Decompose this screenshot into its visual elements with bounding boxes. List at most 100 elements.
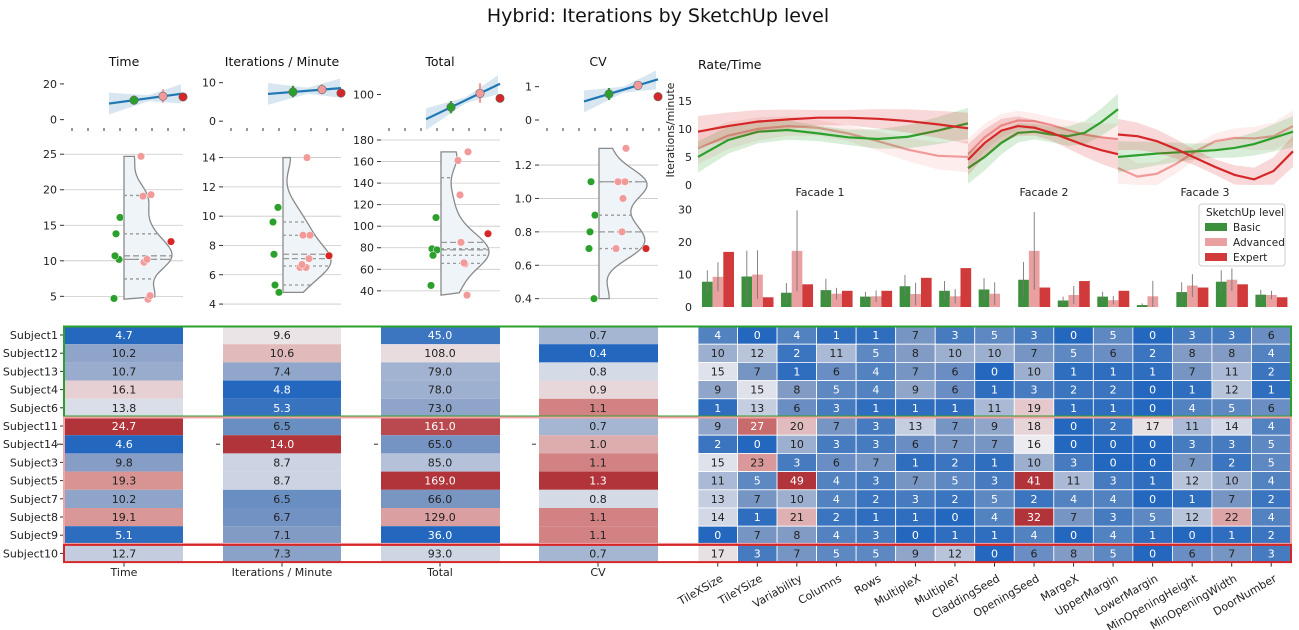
param-cell-value: 8 (1070, 547, 1077, 560)
param-cell-value: 11 (1225, 365, 1239, 378)
metric-cell-value: 8.7 (273, 475, 291, 488)
param-cell-value: 5 (754, 475, 761, 488)
violin-shape (282, 156, 332, 294)
bar-expert (1276, 297, 1288, 307)
metric-cell (381, 544, 500, 563)
param-cell-value: 0 (912, 529, 919, 542)
param-cell-value: 10 (1225, 475, 1239, 488)
param-cell-value: 4 (833, 529, 840, 542)
point-advanced (145, 291, 155, 300)
param-cell-value: 18 (1027, 420, 1041, 433)
param-cell-value: 10 (988, 347, 1002, 360)
metric-cell (539, 435, 658, 454)
param-cell-value: 6 (912, 438, 919, 451)
metric-cell (381, 526, 500, 545)
subject-label: Subject12 (3, 347, 58, 360)
param-cell-value: 17 (711, 547, 725, 560)
param-cell-value: 1 (1149, 529, 1156, 542)
point-advanced (456, 238, 466, 247)
param-cell-value: 12 (750, 347, 764, 360)
bar-advanced (1226, 279, 1238, 307)
param-cell-value: 5 (1268, 438, 1275, 451)
point-advanced (621, 144, 631, 153)
param-cell-value: 15 (750, 384, 764, 397)
y-tick-label: 4 (209, 298, 216, 311)
regression-line (267, 87, 342, 96)
param-cell-value: 6 (1268, 402, 1275, 415)
bar-expert (1039, 287, 1051, 307)
param-cell-value: 7 (1228, 493, 1235, 506)
param-cell-value: 7 (1070, 511, 1077, 524)
y-tick-label: 40 (360, 285, 374, 298)
param-cell-value: 6 (1110, 347, 1117, 360)
param-cell-value: 0 (1110, 456, 1117, 469)
metric-cell (539, 417, 658, 436)
param-cell-value: 8 (793, 529, 800, 542)
param-cell-value: 1 (793, 365, 800, 378)
param-cell-value: 12 (948, 547, 962, 560)
point-advanced (142, 255, 152, 264)
y-tick-label: 15 (43, 219, 57, 232)
param-cell-value: 15 (711, 365, 725, 378)
legend-box (1198, 203, 1286, 267)
param-cell-value: 7 (1189, 456, 1196, 469)
param-cell-value: 4 (1268, 347, 1275, 360)
regression-line (583, 78, 659, 103)
y-tick-label: 120 (353, 199, 374, 212)
bar-expert (881, 290, 893, 307)
metric-cell (223, 526, 341, 545)
y-tick-label: 0.8 (515, 226, 533, 239)
param-cell-value: 0 (1110, 438, 1117, 451)
param-cell-value: 7 (754, 365, 761, 378)
param-cell-value: 1 (991, 456, 998, 469)
metric-cell (539, 526, 658, 545)
parameter-label: TileXSize (675, 572, 725, 609)
point-advanced (455, 190, 465, 199)
point-advanced (463, 147, 473, 156)
panel-title: Time (108, 54, 140, 69)
param-cell-value: 5 (1228, 402, 1235, 415)
metric-cell (223, 417, 341, 436)
metric-cell (64, 435, 183, 454)
metric-cell-value: 1.1 (589, 529, 607, 542)
param-cell-value: 3 (951, 329, 958, 342)
param-cell-value: 10 (790, 438, 804, 451)
y-tick-label: 1 (525, 81, 532, 94)
param-cell-value: 2 (951, 493, 958, 506)
metric-cell (381, 508, 500, 527)
param-cell-value: 3 (1189, 438, 1196, 451)
y-tick-label: 30 (678, 204, 692, 217)
point-basic (590, 211, 600, 220)
metric-cell (539, 398, 658, 417)
mean-point-expert (336, 88, 346, 98)
mean-point-basic (446, 102, 456, 112)
param-cell-value: 22 (1225, 511, 1239, 524)
subject-label: Subject8 (10, 511, 58, 524)
param-cell-value: 7 (754, 493, 761, 506)
param-cell-value: 3 (1228, 329, 1235, 342)
metric-cell (64, 453, 183, 472)
point-basic (586, 177, 596, 186)
parameter-bar-chart: 0 10 20 30 (678, 204, 1288, 314)
param-cell-value: 17 (1146, 420, 1160, 433)
param-cell-value: 3 (1228, 438, 1235, 451)
bar-basic (1097, 296, 1108, 307)
param-cell-value: 4 (833, 493, 840, 506)
y-tick-label: 10 (43, 255, 57, 268)
param-cell-value: 5 (872, 547, 879, 560)
param-cell-value: 0 (1149, 329, 1156, 342)
param-cell-value: 0 (1149, 438, 1156, 451)
legend-swatch (1205, 238, 1227, 246)
param-cell-value: 7 (1031, 347, 1038, 360)
metric-cell (64, 362, 183, 381)
param-cell-value: 3 (872, 438, 879, 451)
metric-cell (64, 326, 183, 345)
metric-cell-value: 9.6 (273, 329, 291, 342)
metric-column-label: Time (110, 566, 138, 579)
mean-point-advanced (475, 88, 485, 98)
param-cell-value: 3 (1189, 329, 1196, 342)
mean-point-basic (288, 87, 298, 97)
param-cell-value: 4 (1268, 475, 1275, 488)
group-outline-expert (63, 543, 1292, 564)
param-cell-value: 6 (1268, 329, 1275, 342)
